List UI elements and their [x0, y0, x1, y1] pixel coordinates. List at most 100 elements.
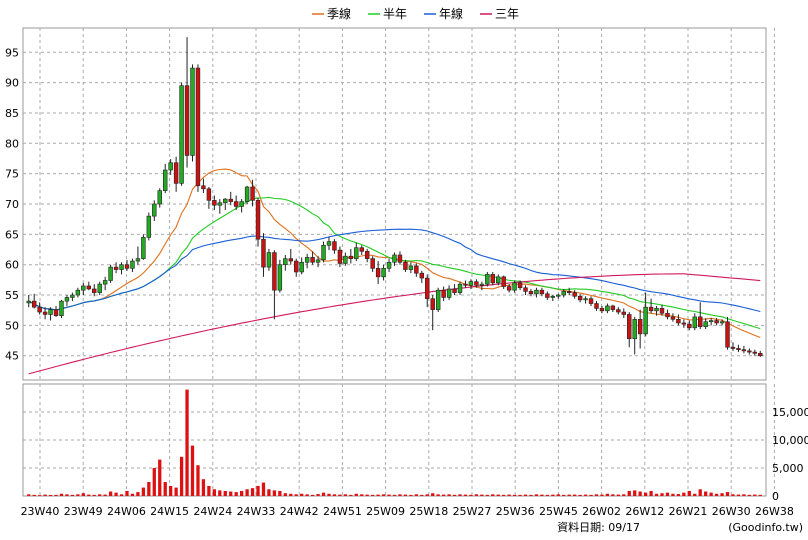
candle-down	[594, 303, 599, 309]
candle-up	[550, 295, 556, 298]
candle-down	[747, 350, 752, 353]
x-tick-label: 25W27	[453, 505, 492, 518]
candle-down	[528, 291, 534, 295]
candle-up	[244, 186, 250, 202]
price-tick-label: 85	[5, 107, 19, 120]
candle-up	[299, 261, 304, 273]
volume-bar	[463, 494, 468, 496]
volume-bar	[300, 493, 304, 496]
volume-bar	[540, 494, 544, 496]
volume-bar	[491, 494, 495, 496]
volume-bar	[534, 494, 539, 496]
candle-up	[26, 300, 31, 304]
volume-bar	[627, 490, 631, 496]
candle-down	[206, 188, 212, 201]
candle-down	[261, 238, 266, 268]
volume-bar	[638, 491, 642, 496]
volume-bar	[589, 494, 593, 496]
candle-up	[157, 190, 162, 205]
volume-bar	[343, 494, 348, 496]
volume-bar	[469, 494, 473, 496]
volume-bar	[158, 459, 162, 496]
volume-bar	[441, 494, 446, 496]
volume-bar	[507, 494, 511, 496]
volume-bar	[709, 492, 713, 496]
volume-bar	[698, 489, 702, 496]
candle-down	[627, 314, 632, 340]
volume-bar	[59, 493, 64, 496]
candle-up	[315, 259, 321, 263]
volume-bar	[633, 490, 637, 496]
volume-bar	[714, 493, 719, 496]
candle-up	[485, 274, 490, 285]
candle-down	[566, 291, 572, 293]
volume-bar	[365, 494, 369, 496]
candle-down	[610, 305, 616, 310]
volume-bar	[136, 492, 140, 496]
volume-bar	[742, 494, 746, 496]
volume-bar	[431, 493, 435, 496]
candle-down	[545, 293, 550, 298]
x-tick-label: 25W18	[409, 505, 448, 518]
volume-bar	[223, 490, 227, 496]
volume-bar	[267, 489, 271, 496]
volume-bar	[185, 389, 189, 496]
volume-bar	[163, 482, 167, 496]
volume-bar	[736, 494, 741, 496]
volume-bar	[108, 491, 113, 496]
candle-down	[370, 258, 375, 269]
volume-bar	[152, 468, 156, 496]
volume-bar	[480, 494, 484, 496]
candle-down	[250, 186, 255, 201]
x-tick-label: 25W36	[496, 505, 535, 518]
volume-bar	[704, 491, 708, 496]
candle-up	[75, 289, 81, 296]
volume-bar	[229, 491, 233, 496]
candle-down	[375, 268, 381, 278]
candle-down	[490, 274, 495, 284]
candle-up	[719, 321, 725, 324]
volume-bar	[567, 494, 571, 496]
candle-up	[277, 264, 283, 291]
candle-up	[343, 255, 348, 264]
volume-bar	[354, 493, 358, 496]
volume-bar	[316, 494, 320, 496]
candle-down	[430, 298, 435, 310]
candle-up	[130, 260, 135, 269]
volume-bar	[518, 494, 522, 496]
candle-down	[572, 292, 577, 297]
candle-down	[414, 265, 419, 274]
volume-bar	[436, 494, 440, 496]
candle-down	[42, 311, 48, 315]
candle-up	[381, 268, 386, 278]
volume-bar	[452, 494, 457, 496]
candle-up	[146, 215, 152, 238]
candle-up	[561, 291, 566, 296]
candle-down	[621, 311, 626, 315]
candle-up	[97, 283, 102, 293]
candle-up	[48, 309, 53, 315]
volume-bar	[261, 482, 266, 496]
volume-bar	[725, 492, 730, 496]
volume-bar	[310, 494, 315, 496]
volume-bar	[720, 493, 724, 496]
volume-bar	[278, 490, 282, 496]
candle-down	[92, 288, 97, 293]
candle-down	[348, 255, 354, 259]
candle-down	[665, 312, 670, 318]
volume-bar	[600, 494, 604, 496]
volume-bar	[196, 465, 200, 496]
candle-down	[676, 319, 681, 324]
legend-label: 三年	[495, 7, 519, 21]
candle-down	[725, 321, 730, 348]
volume-bar	[332, 494, 337, 496]
candle-down	[419, 272, 425, 279]
volume-bar	[676, 494, 681, 496]
candle-up	[556, 294, 561, 297]
candle-down	[288, 258, 293, 262]
candle-up	[326, 241, 332, 246]
volume-bar	[682, 492, 686, 496]
candle-up	[692, 316, 697, 329]
volume-bar	[76, 494, 80, 496]
volume-bar	[387, 494, 391, 496]
